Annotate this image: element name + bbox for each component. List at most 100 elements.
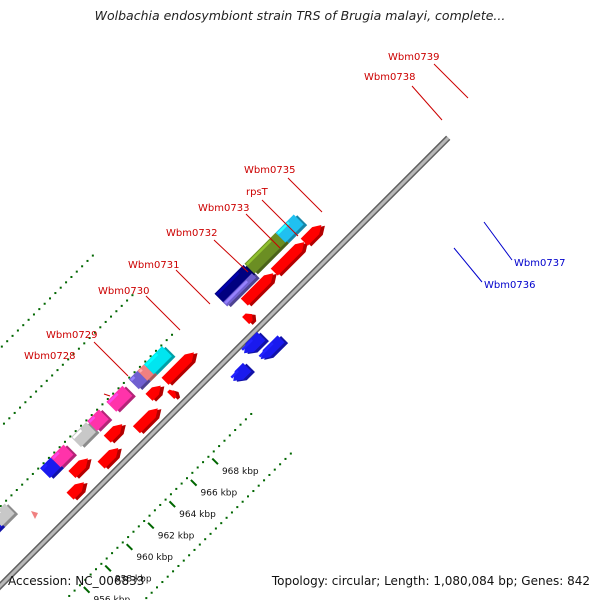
gene-label: Wbm0736 xyxy=(484,280,535,291)
gene-label: Wbm0732 xyxy=(166,228,217,239)
guide-dot xyxy=(188,554,191,557)
guide-dot xyxy=(138,365,141,368)
guide-dot xyxy=(143,520,146,523)
gene-rpst xyxy=(137,364,158,382)
guide-dot xyxy=(220,522,223,525)
guide-dot xyxy=(85,419,88,422)
guide-dot xyxy=(101,403,104,406)
tick-label: 962 kbp xyxy=(158,531,195,541)
guide-dot xyxy=(284,457,287,460)
major-tick xyxy=(190,479,198,487)
gene-label: Wbm0735 xyxy=(244,165,295,176)
guide-dot xyxy=(63,440,66,443)
label-leader xyxy=(245,213,281,249)
cds-arrow-5 xyxy=(145,385,165,402)
cds-arrow-10 xyxy=(270,242,308,277)
guide-dot xyxy=(131,294,134,297)
guide-dot xyxy=(133,371,136,374)
gene-wbm0729 xyxy=(50,444,77,469)
guide-dot xyxy=(58,446,61,449)
guide-dot xyxy=(45,379,48,382)
guide-dot xyxy=(26,478,29,481)
gene-wbm0732 xyxy=(106,385,136,413)
cds-arrow-6 xyxy=(167,389,181,400)
guide-dot xyxy=(241,500,244,503)
guide-dot xyxy=(86,259,89,262)
guide-dot xyxy=(31,472,34,475)
guide-dot xyxy=(54,292,57,295)
guide-dot xyxy=(128,376,131,379)
guide-dot xyxy=(166,575,169,578)
guide-dot xyxy=(38,308,41,311)
guide-dot xyxy=(169,493,172,496)
guide-dot xyxy=(104,320,107,323)
cds-arrow-4 xyxy=(132,408,162,435)
gene-wbm0737-b xyxy=(258,335,289,360)
guide-dot xyxy=(0,505,2,508)
guide-dot xyxy=(106,398,109,401)
guide-dot xyxy=(144,360,147,363)
guide-dot xyxy=(202,461,205,464)
guide-dot xyxy=(84,578,87,581)
guide-dot xyxy=(67,358,70,361)
guide-dot xyxy=(121,541,124,544)
guide-dot xyxy=(53,451,56,454)
guide-dot xyxy=(159,503,162,506)
label-leader xyxy=(103,393,111,397)
backbone xyxy=(0,136,450,589)
cds-arrow-8 xyxy=(242,313,257,325)
guide-dot xyxy=(145,597,148,600)
guide-dot xyxy=(137,525,140,528)
guide-dot xyxy=(40,385,43,388)
guide-dot xyxy=(70,275,73,278)
guide-dot xyxy=(69,435,72,438)
guide-dot xyxy=(225,516,228,519)
guide-dot xyxy=(32,313,35,316)
label-leader xyxy=(411,85,443,121)
guide-dot xyxy=(83,342,86,345)
guide-dot xyxy=(59,286,62,289)
guide-dot xyxy=(49,297,52,300)
guide-dot xyxy=(182,559,185,562)
major-tick xyxy=(125,543,134,551)
guide-dot xyxy=(214,527,217,530)
gene-label: Wbm0733 xyxy=(198,203,249,214)
major-tick xyxy=(147,522,155,530)
guide-dot xyxy=(234,429,237,432)
guide-dot xyxy=(279,463,282,466)
gene-wbm0737 xyxy=(241,331,269,354)
guide-dot xyxy=(21,483,24,486)
guide-dot xyxy=(22,324,25,327)
cds-arrow-0 xyxy=(66,482,88,501)
guide-dot xyxy=(126,299,129,302)
label-leader xyxy=(433,63,469,99)
tick-label: 964 kbp xyxy=(179,510,216,520)
guide-dot xyxy=(43,302,46,305)
guide-dot xyxy=(93,331,96,334)
guide-dot xyxy=(150,591,153,594)
guide-dot xyxy=(13,411,16,414)
guide-dot xyxy=(8,417,11,420)
guide-dot xyxy=(165,339,168,342)
tick-label: 966 kbp xyxy=(201,489,238,499)
label-leader xyxy=(261,199,299,237)
guide-dot xyxy=(204,538,207,541)
guide-dot xyxy=(209,532,212,535)
gene-wbm0733 xyxy=(128,370,151,390)
guide-dot xyxy=(105,557,108,560)
guide-dot xyxy=(236,506,239,509)
guide-dot xyxy=(78,584,81,587)
guide-dot xyxy=(127,536,130,539)
gene-label: Wbm0739 xyxy=(388,52,439,63)
guide-dot xyxy=(191,471,194,474)
guide-dot xyxy=(185,477,188,480)
guide-dot xyxy=(239,423,242,426)
guide-dot xyxy=(180,482,183,485)
guide-dot xyxy=(120,304,123,307)
guide-dot xyxy=(27,318,30,321)
guide-dot xyxy=(16,329,19,332)
accession-label: Accession: NC_006833 xyxy=(8,574,145,588)
guide-dot xyxy=(94,568,97,571)
guide-dot xyxy=(212,450,215,453)
